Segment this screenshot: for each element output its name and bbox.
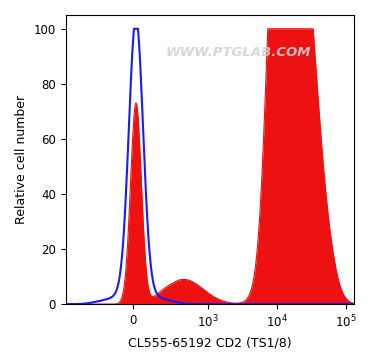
- Y-axis label: Relative cell number: Relative cell number: [15, 95, 28, 224]
- X-axis label: CL555-65192 CD2 (TS1/8): CL555-65192 CD2 (TS1/8): [128, 336, 292, 349]
- Text: WWW.PTGLAB.COM: WWW.PTGLAB.COM: [166, 46, 311, 59]
